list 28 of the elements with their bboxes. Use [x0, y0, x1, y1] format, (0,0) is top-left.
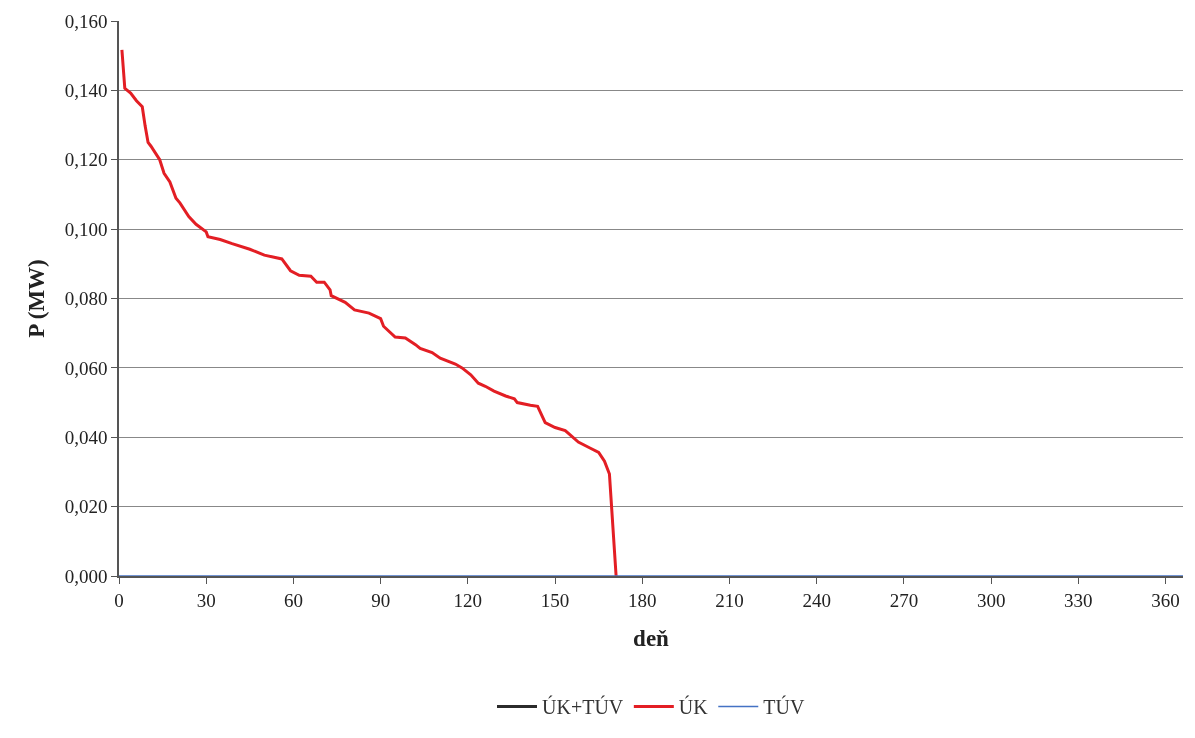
x-axis-title: deň [633, 625, 670, 651]
x-tick-label: 300 [976, 589, 1006, 611]
y-tick-label: 0,120 [64, 149, 108, 171]
x-tick-label: 360 [1151, 589, 1180, 611]
x-tick-label: 240 [802, 589, 831, 611]
y-tick-label: 0,140 [64, 80, 108, 102]
y-tick-label: 0,080 [64, 288, 108, 310]
x-tick-label: 30 [196, 589, 216, 611]
x-tick-label: 270 [889, 589, 919, 611]
legend-label: TÚV [763, 695, 805, 719]
x-tick-label: 0 [114, 589, 124, 611]
y-tick-label: 0,060 [64, 357, 108, 379]
y-tick-label: 0,040 [64, 426, 108, 448]
x-tick-label: 120 [453, 589, 483, 611]
x-tick-label: 330 [1064, 589, 1093, 611]
legend-label: ÚK+TÚV [542, 695, 624, 719]
x-tick-label: 210 [715, 589, 744, 611]
line-series [120, 48, 618, 576]
y-tick-label: 0,160 [64, 10, 108, 32]
x-tick-label: 90 [371, 589, 391, 611]
y-tick-label: 0,100 [64, 218, 108, 240]
x-tick-label: 60 [283, 589, 303, 611]
x-tick-label: 180 [628, 589, 657, 611]
y-tick-label: 0,020 [64, 496, 108, 518]
y-tick-label: 0,000 [64, 565, 108, 587]
legend-label: ÚK [678, 695, 709, 719]
y-axis-title: P (MW) [23, 259, 49, 338]
x-tick-label: 150 [540, 589, 570, 611]
